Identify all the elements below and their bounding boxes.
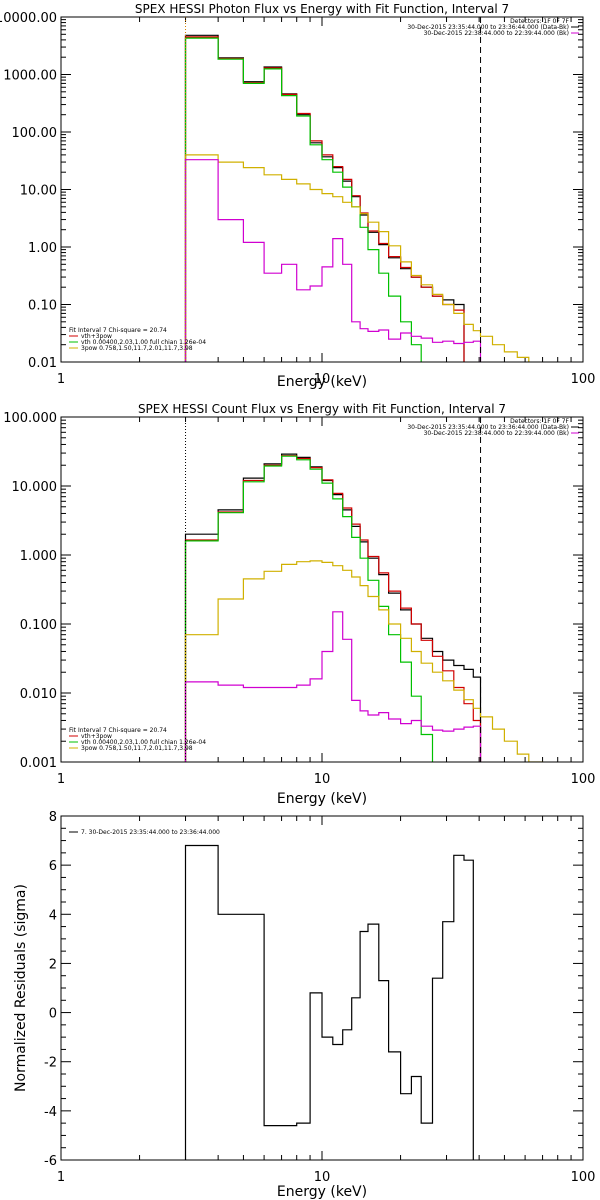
x-tick-label: 10 [314, 372, 331, 387]
y-tick-label: 2 [49, 957, 57, 972]
chart-panel-2: SPEX HESSI Count Flux vs Energy with Fit… [3, 402, 595, 807]
header-text: Detectors: 1F 0F 7F [510, 418, 569, 425]
x-axis-label: Energy (keV) [277, 791, 367, 807]
y-tick-label: 1.000 [20, 549, 57, 564]
y-tick-label: -2 [44, 1056, 57, 1071]
plot-area [184, 34, 530, 362]
legend-text: vth+3pow [81, 333, 112, 340]
y-tick-label: 1.00 [28, 241, 57, 256]
y-tick-label: 4 [49, 908, 57, 923]
series-3-line [184, 455, 434, 762]
plot-area [184, 453, 544, 762]
chart-title: SPEX HESSI Photon Flux vs Energy with Fi… [135, 2, 509, 16]
x-tick-label: 100 [571, 772, 596, 787]
x-tick-label: 10 [314, 1170, 331, 1185]
header-text: 30-Dec-2015 22:38:44.000 to 22:39:44.000… [424, 30, 569, 37]
chart-title: SPEX HESSI Count Flux vs Energy with Fit… [138, 402, 506, 416]
x-axis-label: Energy (keV) [277, 374, 367, 390]
y-tick-label: -4 [44, 1105, 57, 1120]
legend-text: vth+3pow [81, 733, 112, 740]
series-5-line [184, 159, 482, 362]
y-tick-label: 0.010 [20, 687, 57, 702]
series-4-line [184, 560, 544, 762]
y-tick-label: 6 [49, 859, 57, 874]
series-1-line [184, 844, 474, 1160]
y-tick-label: 0 [49, 1007, 57, 1022]
y-tick-label: 8 [49, 810, 57, 825]
y-axis-label: Normalized Residuals (sigma) [13, 884, 29, 1092]
header-text: 30-Dec-2015 23:35:44.000 to 23:36:44.000… [407, 24, 569, 31]
y-tick-label: 1000.00 [3, 69, 57, 84]
header-text: 30-Dec-2015 22:38:44.000 to 22:39:44.000… [424, 430, 569, 437]
plot-frame [60, 16, 584, 363]
plot-frame [60, 815, 584, 1161]
y-tick-label: 0.01 [28, 356, 57, 371]
legend-text: 3pow 0.758,1.50,11.7,2.01,11.7,3.98 [81, 345, 193, 352]
series-5-line [184, 611, 482, 762]
y-tick-label: 10.00 [20, 184, 57, 199]
plot-area [184, 844, 474, 1160]
x-axis-label: Energy (keV) [277, 1184, 367, 1200]
legend-text: Fit Interval 7 Chi-square = 20.74 [69, 327, 167, 334]
y-tick-label: 100.00 [12, 126, 58, 141]
x-tick-label: 1 [57, 372, 65, 387]
x-tick-label: 1 [57, 1170, 65, 1185]
y-tick-label: 0.10 [28, 299, 57, 314]
plot-frame [60, 416, 584, 763]
x-tick-label: 100 [571, 372, 596, 387]
legend-text: vth 0.00400,2.03,1.00 full chian 1.26e-0… [81, 339, 206, 346]
y-tick-label: 0.100 [20, 618, 57, 633]
y-tick-label: 0.001 [20, 756, 57, 771]
chart-panel-1: SPEX HESSI Photon Flux vs Energy with Fi… [0, 2, 595, 390]
x-tick-label: 100 [571, 1170, 596, 1185]
legend-text: 7. 30-Dec-2015 23:35:44.000 to 23:36:44.… [81, 829, 220, 836]
header-text: 30-Dec-2015 23:35:44.000 to 23:36:44.000… [407, 424, 569, 431]
legend-text: vth 0.00400,2.03,1.00 full chian 1.26e-0… [81, 739, 206, 746]
chart-panel-3: 1 10 100 Energy (keV) -6 -4 -2 0 2 4 6 8 Normalized … [13, 810, 595, 1200]
legend-text: Fit Interval 7 Chi-square = 20.74 [69, 727, 167, 734]
y-tick-label: 100.000 [3, 411, 57, 426]
x-tick-label: 1 [57, 772, 65, 787]
y-tick-label: 10000.00 [0, 11, 57, 26]
y-tick-label: -6 [44, 1154, 57, 1169]
y-tick-label: 10.000 [12, 480, 58, 495]
series-4-line [184, 154, 530, 362]
series-3-line [184, 37, 422, 362]
x-tick-label: 10 [314, 772, 331, 787]
legend-text: 3pow 0.758,1.50,11.7,2.01,11.7,3.98 [81, 745, 193, 752]
header-text: Detectors: 1F 0F 7F [510, 18, 569, 25]
